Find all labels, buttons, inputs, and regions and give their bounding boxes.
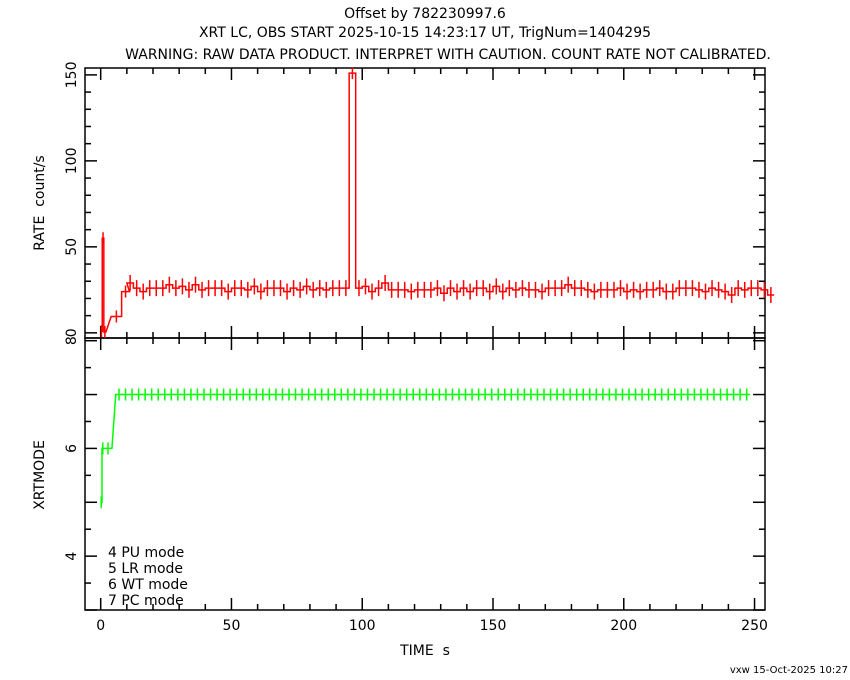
- y-tick-label: 4: [64, 552, 80, 561]
- title-obs: XRT LC, OBS START 2025-10-15 14:23:17 UT…: [199, 25, 651, 41]
- x-tick-label: 200: [610, 618, 637, 634]
- y-tick-label: 0: [64, 328, 80, 337]
- legend-item: 7 PC mode: [108, 593, 184, 609]
- x-tick-label: 50: [223, 618, 241, 634]
- bottom-ylabel: XRTMODE: [32, 440, 48, 510]
- mode-legend: 4 PU mode 5 LR mode 6 WT mode 7 PC mode: [108, 545, 188, 609]
- x-tick-label: 150: [480, 618, 507, 634]
- y-tick-label: 50: [64, 238, 80, 256]
- x-tick-label: 0: [96, 618, 105, 634]
- panel-frame: [84, 337, 766, 611]
- title-warning: WARNING: RAW DATA PRODUCT. INTERPRET WIT…: [125, 47, 771, 63]
- y-tick-label: 150: [64, 62, 80, 89]
- mode-line: [100, 393, 750, 504]
- y-tick-label: 100: [64, 147, 80, 174]
- x-tick-label: 250: [741, 618, 768, 634]
- xlabel: TIME s: [399, 643, 450, 659]
- title-offset: Offset by 782230997.6: [344, 6, 506, 22]
- y-tick-label: 6: [64, 444, 80, 453]
- top-ylabel: RATE count/s: [32, 155, 48, 250]
- x-tick-label: 100: [349, 618, 376, 634]
- legend-item: 4 PU mode: [108, 545, 184, 561]
- rate-line: [100, 72, 775, 333]
- legend-item: 5 LR mode: [108, 561, 183, 577]
- legend-item: 6 WT mode: [108, 577, 188, 593]
- y-tick-label: 8: [64, 336, 80, 345]
- footer-stamp: vxw 15-Oct-2025 10:27: [730, 665, 848, 676]
